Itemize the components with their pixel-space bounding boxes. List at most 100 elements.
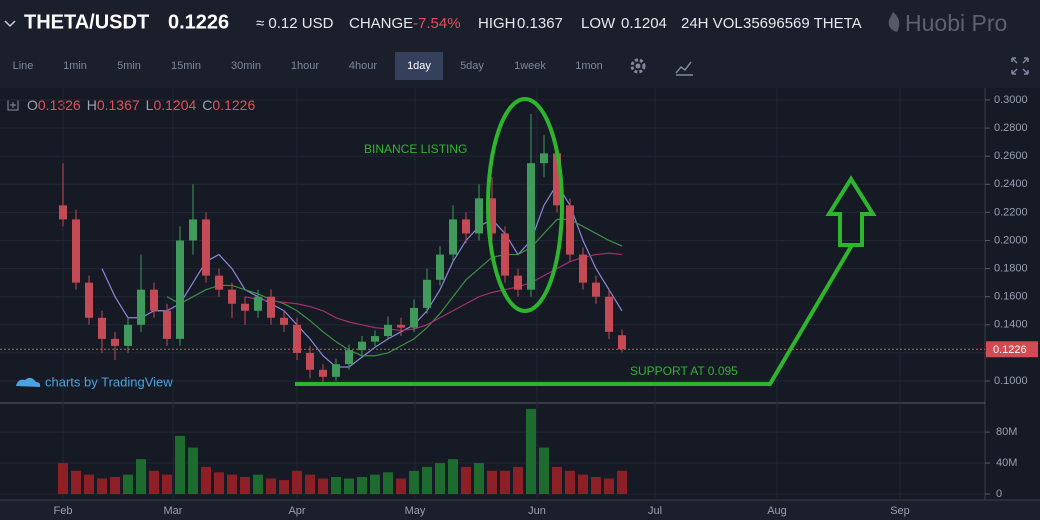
interval-button[interactable]: 1week: [514, 60, 546, 72]
indicators-icon[interactable]: [675, 61, 693, 76]
ohlc-value: 0.1204: [153, 97, 196, 113]
last-price-label: 0.1226: [993, 344, 1027, 356]
volume-bar: [435, 463, 445, 494]
volume-value: 35696569 THETA: [743, 15, 862, 32]
volume-bar: [214, 472, 224, 494]
interval-button[interactable]: 5day: [460, 60, 484, 72]
x-tick-label: Jul: [648, 505, 662, 517]
last-price-badge: [986, 341, 1038, 358]
brand: Huobi Pro: [905, 10, 1007, 36]
fullscreen-icon[interactable]: [1011, 57, 1029, 75]
candle-body: [397, 324, 405, 328]
low-label: LOW: [581, 15, 616, 32]
candle-body: [202, 219, 210, 276]
interval-button[interactable]: 1min: [63, 60, 87, 72]
interval-button[interactable]: 30min: [231, 60, 261, 72]
highlight-ellipse: [486, 97, 564, 313]
ohlc-key: C: [202, 97, 212, 113]
volume-bar: [253, 474, 263, 494]
volume-bar: [175, 435, 185, 494]
volume-bar: [162, 474, 172, 494]
volume-bar: [500, 470, 510, 494]
candle-body: [189, 219, 197, 241]
volume-bar: [409, 470, 419, 494]
candle-body: [98, 317, 106, 339]
volume-bar: [123, 474, 133, 494]
candle-body: [163, 310, 171, 339]
interval-button[interactable]: 1day: [407, 60, 431, 72]
interval-button[interactable]: 1hour: [291, 60, 319, 72]
volume-bar: [487, 470, 497, 494]
volume-bar: [604, 478, 614, 494]
chart: FebMarAprMayJunJulAugSep0.10000.12000.14…: [0, 88, 1038, 517]
candle-body: [566, 205, 574, 255]
candle-body: [553, 153, 561, 206]
watermark[interactable]: charts by TradingView: [45, 374, 173, 389]
support-line: [295, 243, 854, 386]
settings-icon[interactable]: [630, 58, 646, 74]
interval-button[interactable]: 5min: [117, 60, 141, 72]
volume-tick-label: 0: [996, 488, 1002, 500]
tradingview-logo[interactable]: [16, 377, 41, 387]
interval-highlight[interactable]: [395, 52, 443, 80]
candle-body: [358, 341, 366, 351]
volume-bar: [552, 466, 562, 494]
volume-bar: [71, 470, 81, 494]
candle-body: [384, 324, 392, 337]
volume-bar: [461, 466, 471, 494]
candle-body: [462, 219, 470, 234]
pair[interactable]: THETA/USDT: [24, 11, 149, 33]
candle-body: [254, 296, 262, 311]
y-tick-label: 0.1800: [994, 263, 1028, 275]
volume-bar: [318, 478, 328, 494]
ohlc-key: O: [27, 97, 38, 113]
interval-button[interactable]: Line: [13, 60, 34, 72]
volume-bar: [396, 478, 406, 494]
candle-body: [501, 233, 509, 276]
volume-bar: [591, 476, 601, 494]
volume-bar: [110, 476, 120, 494]
volume-bar: [292, 470, 302, 494]
volume-bar: [422, 466, 432, 494]
y-tick-label: 0.2000: [994, 234, 1028, 246]
x-tick-label: Sep: [890, 505, 910, 517]
candle-body: [306, 352, 314, 370]
ohlc-value: 0.1226: [212, 97, 255, 113]
dropdown-icon[interactable]: [4, 20, 16, 28]
candle-body: [215, 275, 223, 290]
interval-button[interactable]: 1mon: [575, 60, 603, 72]
candle-body: [228, 289, 236, 304]
candle-body: [332, 364, 340, 377]
ohlc-legend: O0.1326 H0.1367 L0.1204 C0.1226: [27, 97, 255, 113]
support-note: SUPPORT AT 0.095: [630, 364, 738, 378]
candle-body: [514, 275, 522, 290]
candle-body: [241, 303, 249, 311]
volume-bar: [305, 474, 315, 494]
gear[interactable]: [630, 58, 646, 74]
interval-button[interactable]: 15min: [171, 60, 201, 72]
candle-body: [72, 219, 80, 283]
volume-tick-label: 80M: [996, 426, 1017, 438]
candle-body: [592, 282, 600, 297]
volume-bar: [474, 463, 484, 494]
candle-body: [293, 324, 301, 353]
candle-body: [111, 338, 119, 346]
change-label: CHANGE: [349, 15, 413, 32]
price: 0.1226: [168, 11, 229, 33]
candle-body: [85, 282, 93, 318]
volume-bar: [383, 472, 393, 494]
candle-body: [488, 198, 496, 234]
low-value: 0.1204: [621, 15, 667, 32]
y-tick-label: 0.1000: [994, 375, 1028, 387]
candle-body: [605, 296, 613, 332]
candle-body: [449, 219, 457, 255]
volume-bar: [227, 474, 237, 494]
volume-bar: [331, 476, 341, 494]
collapse-plus[interactable]: [10, 102, 16, 108]
volume-bar: [526, 408, 536, 494]
moving-average: [166, 218, 623, 357]
ohlc-key: H: [87, 97, 97, 113]
price-axis-panel: [985, 88, 1040, 500]
interval-button[interactable]: 4hour: [349, 60, 377, 72]
gear-hub[interactable]: [635, 63, 641, 69]
